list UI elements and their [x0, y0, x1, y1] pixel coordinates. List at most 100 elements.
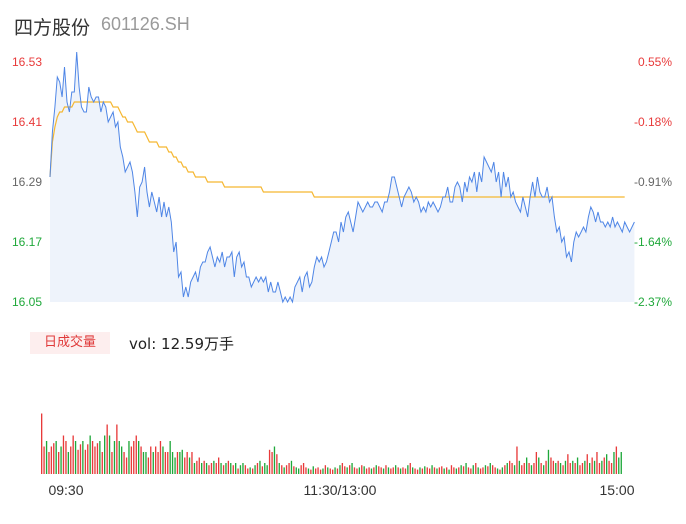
volume-bar — [283, 467, 285, 474]
volume-bar — [555, 463, 557, 474]
volume-bar — [276, 454, 278, 474]
daily-volume-tab[interactable]: 日成交量 — [30, 332, 110, 354]
volume-bar — [368, 467, 370, 474]
volume-bar — [167, 452, 169, 474]
volume-bar — [74, 441, 77, 474]
volume-bar — [317, 467, 319, 474]
volume-bar — [91, 441, 94, 474]
price-tick-label: 16.53 — [12, 55, 42, 69]
volume-bar — [41, 413, 43, 474]
volume-bar — [593, 460, 596, 474]
volume-bar — [113, 441, 116, 474]
volume-bar — [208, 465, 210, 474]
volume-bar — [157, 452, 159, 474]
volume-bar — [482, 467, 484, 474]
volume-bar — [581, 463, 584, 474]
volume-bar — [419, 467, 421, 474]
volume-bar — [412, 467, 414, 474]
volume-bar — [382, 468, 385, 474]
price-tick-label: 16.41 — [12, 115, 42, 129]
volume-bar — [518, 460, 521, 474]
volume-bar — [87, 444, 89, 474]
volume-bar — [220, 463, 222, 474]
volume-bar — [385, 465, 387, 474]
volume-bar — [244, 465, 247, 474]
volume-bar — [159, 441, 162, 474]
volume-bar — [72, 435, 74, 474]
volume-bar — [455, 468, 458, 474]
volume-bar — [155, 446, 157, 474]
volume-bar — [210, 463, 213, 474]
volume-bar — [310, 469, 312, 474]
volume-bar — [504, 465, 506, 474]
volume-bar — [465, 463, 467, 474]
volume-bar — [470, 468, 472, 474]
volume-bar — [65, 441, 67, 474]
stock-name: 四方股份 — [14, 17, 91, 39]
volume-summary: vol: 12.59万手 — [129, 335, 234, 353]
volume-bar — [213, 460, 215, 474]
volume-bar — [164, 452, 167, 474]
volume-bar — [513, 465, 516, 474]
volume-bar — [421, 468, 424, 474]
volume-bar — [562, 465, 564, 474]
volume-bar — [441, 466, 443, 474]
volume-bar — [409, 463, 411, 474]
volume-bar — [448, 469, 450, 474]
volume-bar — [489, 463, 491, 474]
volume-bar — [564, 460, 567, 474]
volume-bar — [186, 452, 188, 474]
volume-bar — [332, 469, 334, 474]
volume-bar — [249, 467, 251, 474]
volume-bar — [606, 454, 608, 474]
volume-bar — [358, 467, 361, 474]
volume-bar — [261, 466, 264, 474]
volume-bar — [351, 463, 353, 474]
volume-bar — [184, 457, 186, 474]
volume-bar — [230, 463, 232, 474]
volume-bar — [99, 441, 101, 474]
volume-bar — [300, 465, 302, 474]
volume-bar — [169, 441, 171, 474]
price-tick-label: 16.29 — [12, 175, 42, 189]
volume-bar — [53, 443, 55, 474]
volume-bar — [140, 446, 142, 474]
volume-bar — [147, 457, 150, 474]
percent-tick-label: -1.64% — [634, 235, 672, 249]
volume-bar — [533, 463, 535, 474]
volume-bar — [232, 465, 234, 474]
volume-bar — [545, 460, 547, 474]
volume-bar — [610, 463, 613, 474]
volume-bar — [264, 463, 266, 474]
volume-bar — [339, 465, 341, 474]
volume-bar — [462, 466, 465, 474]
volume-bar — [48, 452, 50, 474]
volume-bar — [259, 460, 261, 474]
volume-bar — [106, 424, 108, 474]
time-tick-label: 11:30/13:00 — [304, 482, 377, 498]
volume-bar — [576, 457, 579, 474]
volume-bar — [235, 463, 237, 474]
volume-bar — [273, 446, 276, 474]
volume-bar — [431, 465, 433, 474]
volume-bar — [256, 463, 259, 474]
price-area — [50, 52, 635, 302]
volume-bar — [239, 465, 242, 474]
volume-bar — [521, 465, 523, 474]
volume-bar — [572, 460, 574, 474]
volume-bar — [365, 468, 368, 474]
volume-bar — [322, 468, 324, 474]
volume-bar — [399, 468, 402, 474]
volume-bar — [453, 467, 455, 474]
volume-bar — [436, 468, 438, 474]
volume-bar — [494, 467, 496, 474]
volume-bar — [567, 454, 569, 474]
volume-bar — [252, 468, 254, 474]
volume-bar — [50, 446, 53, 474]
volume-bar — [70, 446, 72, 474]
volume-bar — [188, 457, 191, 474]
volume-bar — [96, 443, 99, 474]
volume-bar — [62, 435, 65, 474]
volume-bar — [404, 468, 407, 474]
